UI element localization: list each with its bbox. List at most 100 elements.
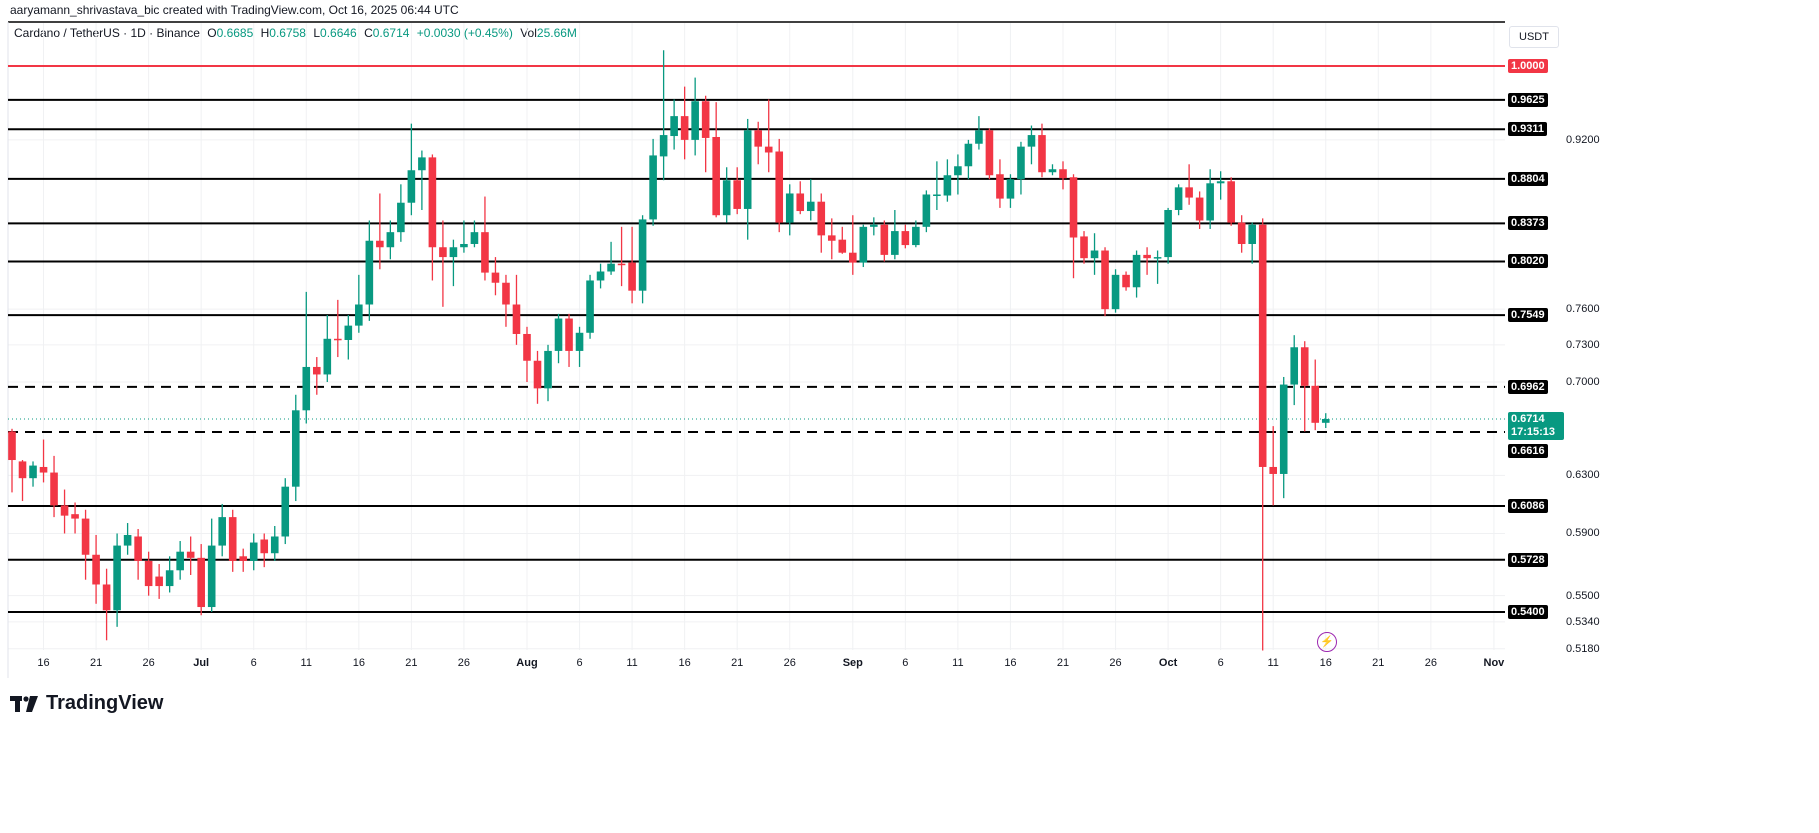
candle[interactable]: [827, 218, 836, 260]
candle[interactable]: [975, 116, 983, 150]
price-chart[interactable]: [0, 0, 1505, 680]
candle[interactable]: [743, 118, 752, 240]
candle[interactable]: [596, 263, 605, 289]
candle[interactable]: [575, 326, 584, 367]
candle[interactable]: [1122, 271, 1130, 291]
currency-button[interactable]: USDT: [1509, 26, 1559, 48]
candle[interactable]: [523, 326, 531, 383]
candle[interactable]: [954, 154, 962, 195]
candle[interactable]: [481, 196, 489, 281]
candle[interactable]: [817, 193, 826, 253]
candle[interactable]: [249, 533, 258, 571]
candle[interactable]: [554, 313, 563, 364]
candle[interactable]: [565, 313, 573, 367]
candle[interactable]: [8, 428, 16, 493]
candle[interactable]: [302, 291, 311, 424]
candle[interactable]: [355, 274, 363, 333]
candle[interactable]: [512, 274, 521, 345]
candle[interactable]: [50, 455, 58, 518]
candle[interactable]: [722, 167, 731, 223]
candle[interactable]: [1237, 215, 1246, 253]
candle[interactable]: [586, 274, 594, 339]
candle[interactable]: [912, 220, 920, 248]
candle[interactable]: [607, 241, 615, 275]
candle[interactable]: [1017, 141, 1025, 195]
candle[interactable]: [1227, 177, 1235, 226]
candle[interactable]: [922, 190, 931, 233]
candle[interactable]: [1038, 123, 1046, 178]
candle[interactable]: [18, 460, 27, 502]
candle[interactable]: [291, 394, 300, 502]
candle[interactable]: [344, 314, 353, 360]
candle[interactable]: [165, 556, 174, 593]
candle[interactable]: [281, 478, 290, 545]
candle[interactable]: [1006, 174, 1015, 208]
candle[interactable]: [712, 102, 720, 218]
candle[interactable]: [113, 533, 121, 627]
candle[interactable]: [628, 226, 636, 304]
candle[interactable]: [207, 518, 216, 612]
candle[interactable]: [460, 220, 468, 253]
candle[interactable]: [701, 95, 710, 173]
candle[interactable]: [1216, 171, 1225, 200]
candle[interactable]: [1132, 250, 1141, 298]
candle[interactable]: [491, 257, 500, 296]
candle[interactable]: [638, 215, 647, 304]
candle[interactable]: [880, 220, 889, 262]
candle[interactable]: [764, 99, 773, 173]
candle[interactable]: [670, 99, 678, 150]
candle[interactable]: [1090, 233, 1099, 275]
candle[interactable]: [1195, 191, 1204, 229]
lightning-icon[interactable]: ⚡: [1317, 632, 1337, 652]
candle[interactable]: [1248, 222, 1256, 264]
candle[interactable]: [1101, 247, 1109, 317]
symbol-name[interactable]: Cardano / TetherUS · 1D · Binance: [14, 26, 200, 40]
candle[interactable]: [312, 357, 321, 395]
candle[interactable]: [1258, 218, 1267, 651]
candle[interactable]: [218, 503, 226, 557]
candle[interactable]: [733, 167, 741, 215]
candle[interactable]: [102, 568, 111, 641]
candle[interactable]: [71, 502, 79, 534]
candle[interactable]: [1069, 174, 1078, 279]
candle[interactable]: [1206, 169, 1214, 229]
candle[interactable]: [806, 179, 815, 221]
candle[interactable]: [418, 150, 426, 210]
candle[interactable]: [260, 533, 269, 568]
candle[interactable]: [533, 350, 542, 404]
candle[interactable]: [123, 523, 132, 555]
candle[interactable]: [407, 123, 416, 216]
candle[interactable]: [1279, 376, 1288, 499]
candle[interactable]: [1321, 413, 1330, 428]
candle[interactable]: [1111, 269, 1120, 313]
candle[interactable]: [186, 536, 195, 575]
candle[interactable]: [376, 193, 384, 270]
candle[interactable]: [1290, 335, 1299, 406]
candle[interactable]: [680, 86, 689, 160]
candle[interactable]: [470, 220, 479, 248]
candle[interactable]: [439, 220, 447, 307]
candle[interactable]: [144, 551, 153, 596]
candle[interactable]: [964, 139, 973, 180]
candle[interactable]: [691, 77, 699, 156]
candle[interactable]: [1153, 250, 1162, 284]
candle[interactable]: [1080, 231, 1088, 264]
candle[interactable]: [859, 224, 868, 268]
candle[interactable]: [334, 299, 342, 358]
candle[interactable]: [838, 226, 847, 254]
candle[interactable]: [943, 159, 952, 202]
candle[interactable]: [891, 209, 899, 260]
candle[interactable]: [228, 509, 237, 572]
candle[interactable]: [502, 274, 510, 327]
candle[interactable]: [60, 489, 69, 534]
candle[interactable]: [323, 314, 332, 383]
candle[interactable]: [397, 184, 405, 242]
candle[interactable]: [1059, 161, 1067, 190]
candle[interactable]: [617, 226, 626, 287]
candle[interactable]: [197, 544, 205, 616]
candle[interactable]: [649, 138, 657, 226]
candle[interactable]: [1311, 359, 1320, 431]
candle[interactable]: [659, 50, 668, 181]
candle[interactable]: [239, 548, 248, 572]
candle[interactable]: [1185, 164, 1193, 205]
